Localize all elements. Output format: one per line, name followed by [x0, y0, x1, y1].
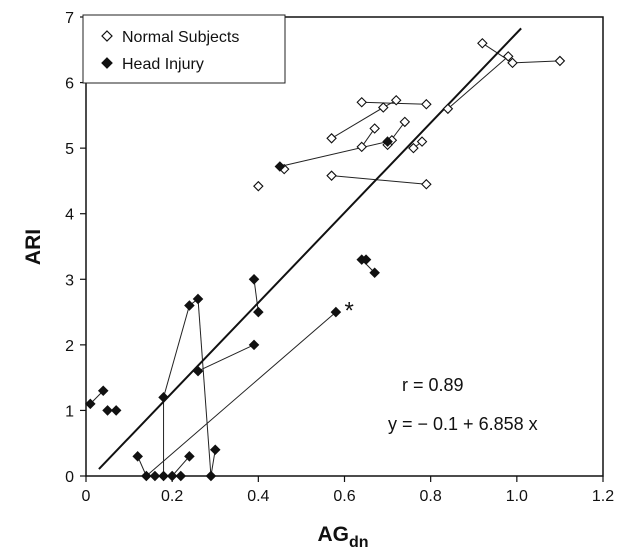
normal-connector-line [447, 55, 509, 110]
head-injury-point [97, 385, 109, 397]
y-axis-title: ARI [22, 229, 45, 265]
correlation-text: r = 0.89 [402, 375, 464, 395]
legend-filled-diamond-icon [101, 57, 113, 69]
head-injury-point [85, 398, 96, 410]
normal-subject-point [442, 103, 454, 115]
normal-subject-point [377, 102, 389, 113]
head-injury-connector-line [163, 305, 190, 398]
x-tick-label: 0.6 [333, 488, 355, 505]
head-injury-point [330, 306, 342, 318]
head-injury-point [192, 365, 204, 377]
head-injury-connector-line [171, 455, 190, 477]
axes: 0 0.2 0.4 0.6 0.8 1.0 1.2 0 1 2 3 4 5 6 7 [65, 10, 614, 505]
head-injury-point [382, 136, 393, 147]
x-tick-label: 1.0 [506, 488, 528, 505]
normal-subject-point [507, 57, 518, 69]
head-injury-point [184, 300, 195, 311]
normal-connector-line [512, 60, 560, 64]
normal-connector-line [331, 107, 384, 139]
legend-normal-label: Normal Subjects [122, 29, 239, 46]
normal-subject-point [356, 141, 368, 153]
x-axis-title-subscript: dn [349, 534, 369, 551]
x-tick-label: 0 [82, 488, 91, 505]
head-injury-connector-line [197, 298, 212, 477]
head-injury-connector-line [197, 344, 255, 372]
y-tick-label: 1 [65, 403, 74, 420]
connector-lines [89, 42, 560, 477]
head-injury-point [102, 405, 113, 416]
legend-open-diamond-icon [101, 30, 113, 42]
head-injury-point [248, 274, 260, 285]
x-tick-label: 1.2 [592, 488, 614, 505]
y-tick-label: 7 [65, 10, 74, 27]
head-injury-point [369, 267, 380, 279]
x-axis-title-main: AG [317, 523, 349, 546]
legend-box [82, 14, 286, 84]
normal-subject-point [408, 142, 419, 154]
normal-subject-point [390, 94, 402, 106]
normal-subject-point [421, 178, 432, 190]
data-points [85, 37, 566, 482]
head-injury-point [209, 444, 221, 456]
normal-subject-point [416, 136, 428, 147]
normal-subject-point [554, 55, 566, 67]
head-injury-point [192, 293, 204, 305]
normal-connector-line [331, 175, 427, 185]
head-injury-point [274, 161, 286, 172]
normal-subject-point [253, 180, 264, 192]
head-injury-point [248, 339, 260, 351]
legend-head-injury-label: Head Injury [122, 56, 204, 73]
equation-text: y = − 0.1 + 6.858 x [388, 414, 538, 434]
regression-line [98, 27, 522, 470]
x-axis-title: AGdn [317, 523, 368, 551]
normal-subject-point [356, 96, 368, 108]
x-tick-label: 0.2 [161, 488, 183, 505]
normal-subject-point [326, 170, 337, 181]
head-injury-point [253, 306, 264, 318]
asterisk-marker: * [345, 298, 354, 325]
normal-subject-point [421, 98, 432, 110]
head-injury-point [158, 392, 169, 403]
normal-subject-point [502, 51, 514, 62]
y-tick-label: 5 [65, 141, 74, 158]
normal-subject-point [369, 123, 380, 134]
normal-subject-point [326, 133, 337, 144]
normal-subject-point [399, 116, 411, 128]
normal-subject-point [477, 37, 488, 49]
normal-connector-line [279, 141, 388, 167]
head-injury-point [132, 451, 143, 462]
y-tick-label: 0 [65, 469, 74, 486]
y-tick-label: 4 [65, 207, 74, 224]
head-injury-point [110, 405, 122, 416]
legend: Normal Subjects Head Injury [82, 14, 286, 84]
head-injury-connector-line [145, 311, 337, 477]
x-tick-label: 0.8 [420, 488, 442, 505]
head-injury-connector-line [253, 279, 259, 313]
y-tick-label: 6 [65, 76, 74, 93]
head-injury-point [360, 254, 372, 265]
x-tick-label: 0.4 [247, 488, 269, 505]
y-tick-label: 2 [65, 338, 74, 355]
head-injury-point [184, 451, 195, 462]
y-tick-label: 3 [65, 272, 74, 289]
